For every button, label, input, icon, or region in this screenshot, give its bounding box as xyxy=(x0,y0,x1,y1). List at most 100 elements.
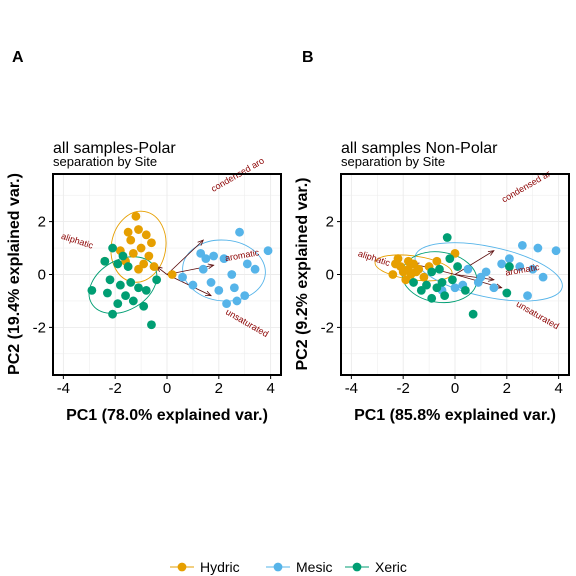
axis-ticks: -4 -2 0 2 4 -2 0 2 xyxy=(321,214,563,397)
point-hydric xyxy=(134,264,143,274)
loading-arrow xyxy=(156,266,168,275)
point-mesic xyxy=(209,251,219,261)
point-xeric xyxy=(108,309,117,319)
arrowhead xyxy=(207,263,215,269)
loading-arrow xyxy=(166,239,204,275)
legend-item-hydric: Hydric xyxy=(170,559,240,575)
point-xeric xyxy=(103,288,112,298)
x-tick-label: 4 xyxy=(554,380,562,397)
point-mesic xyxy=(489,283,499,293)
x-tick-label: 2 xyxy=(503,380,511,397)
point-xeric xyxy=(123,262,133,271)
panel-b: B all samples Non-Polar separation by Si… xyxy=(294,49,570,424)
point-hydric xyxy=(414,264,424,274)
point-xeric xyxy=(134,283,143,293)
point-xeric xyxy=(105,275,115,285)
y-tick-label: 2 xyxy=(38,214,46,231)
point-hydric xyxy=(123,227,133,237)
point-mesic xyxy=(263,246,273,256)
point-xeric xyxy=(453,262,462,271)
arrowhead xyxy=(197,239,205,246)
y-tick-label: 2 xyxy=(326,214,334,231)
point-mesic xyxy=(463,264,473,274)
point-xeric xyxy=(445,254,455,264)
point-mesic xyxy=(528,264,538,274)
x-tick-label: -2 xyxy=(397,380,410,397)
point-mesic xyxy=(219,254,229,264)
point-mesic xyxy=(232,296,242,306)
legend-item-mesic: Mesic xyxy=(266,559,333,575)
point-mesic xyxy=(533,243,543,253)
point-mesic xyxy=(450,283,460,293)
point-hydric xyxy=(144,251,154,261)
point-hydric xyxy=(167,270,177,279)
x-tick-label: 0 xyxy=(163,380,171,397)
legend-label: Xeric xyxy=(375,559,407,575)
point-mesic xyxy=(240,291,250,301)
point-mesic xyxy=(227,270,237,279)
panel-a: A all samples-Polar separation by Site a… xyxy=(6,49,282,424)
point-mesic xyxy=(214,285,224,295)
legend-swatch xyxy=(177,562,187,572)
x-tick-label: -4 xyxy=(57,380,70,397)
point-xeric xyxy=(118,251,128,261)
point-mesic xyxy=(201,254,211,264)
x-tick-label: -2 xyxy=(109,380,122,397)
legend-swatch xyxy=(352,562,362,572)
legend-item-xeric: Xeric xyxy=(345,559,407,575)
point-mesic xyxy=(198,264,208,274)
data-points xyxy=(388,233,561,319)
legend-swatch xyxy=(273,562,283,572)
point-mesic xyxy=(188,280,198,290)
point-hydric xyxy=(134,225,143,234)
point-hydric xyxy=(136,243,146,253)
point-xeric xyxy=(409,278,418,287)
point-hydric xyxy=(128,248,138,258)
point-xeric xyxy=(147,320,156,330)
point-xeric xyxy=(126,278,136,287)
point-xeric xyxy=(108,243,117,253)
point-hydric xyxy=(432,256,442,266)
y-tick-label: -2 xyxy=(321,319,334,336)
point-xeric xyxy=(505,262,514,271)
point-hydric xyxy=(388,270,398,279)
point-hydric xyxy=(401,275,411,285)
grid-lines xyxy=(53,174,281,375)
arrowhead xyxy=(487,250,495,256)
point-xeric xyxy=(448,275,457,285)
point-mesic xyxy=(523,291,532,301)
point-hydric xyxy=(403,256,413,266)
point-mesic xyxy=(551,246,561,256)
loading-arrow xyxy=(454,250,495,275)
point-mesic xyxy=(538,272,548,282)
point-xeric xyxy=(502,288,512,298)
legend-label: Hydric xyxy=(200,559,240,575)
point-xeric xyxy=(437,278,447,287)
x-axis-title: PC1 (78.0% explained var.) xyxy=(66,407,268,424)
arrowhead xyxy=(205,290,212,297)
point-mesic xyxy=(250,264,260,274)
y-tick-label: -2 xyxy=(33,319,46,336)
point-xeric xyxy=(468,309,478,319)
point-xeric xyxy=(460,285,470,295)
point-xeric xyxy=(442,233,452,242)
point-mesic xyxy=(242,259,252,269)
y-tick-label: 0 xyxy=(326,267,334,284)
axis-ticks: -4 -2 0 2 4 -2 0 2 xyxy=(33,214,275,397)
point-mesic xyxy=(517,241,527,250)
chart-title: all samples-Polar xyxy=(53,140,176,157)
point-mesic xyxy=(178,272,187,282)
point-hydric xyxy=(147,238,156,248)
point-xeric xyxy=(128,296,138,306)
point-xeric xyxy=(87,285,97,295)
point-xeric xyxy=(427,267,437,277)
point-hydric xyxy=(126,235,136,245)
point-mesic xyxy=(497,259,507,269)
chart-subtitle: separation by Site xyxy=(53,154,157,169)
point-xeric xyxy=(416,285,426,295)
legend: Hydric Mesic Xeric xyxy=(170,559,407,575)
legend-label: Mesic xyxy=(296,559,333,575)
ellipse-mesic xyxy=(182,239,266,302)
point-hydric xyxy=(131,211,141,221)
